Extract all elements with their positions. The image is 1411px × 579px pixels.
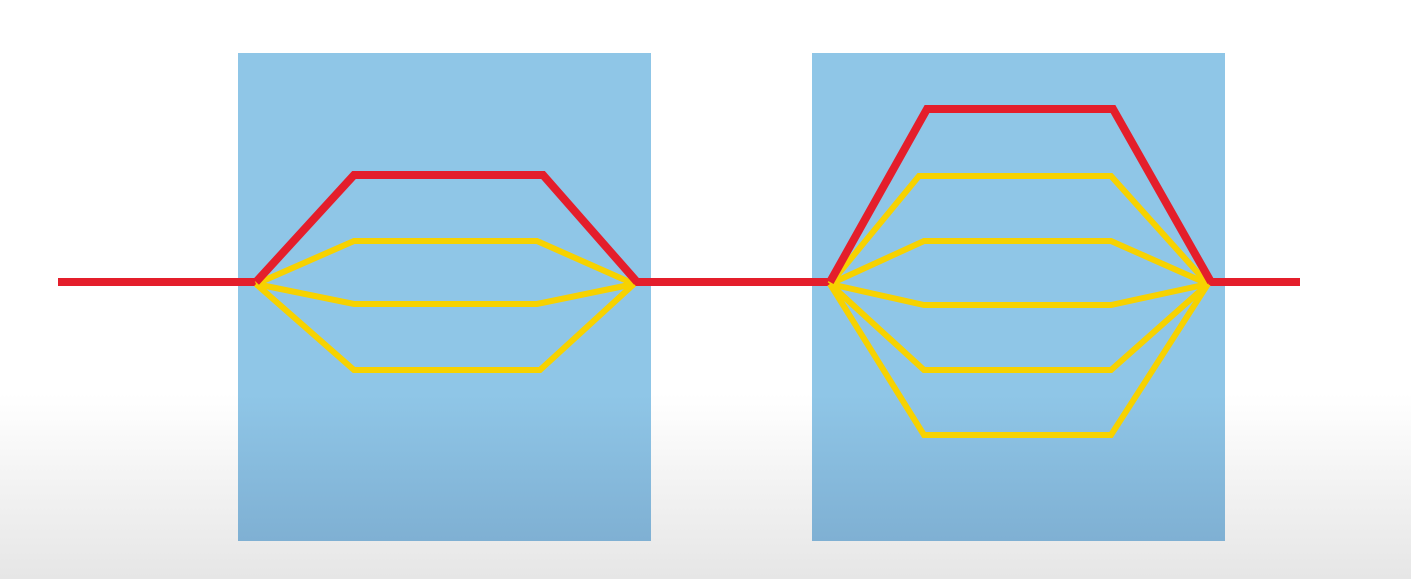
right-alt-path-3 [829, 281, 1209, 308]
left-alt-path-2 [255, 281, 635, 307]
right-alt-path-4 [827, 281, 1210, 373]
left-alt-path-3 [254, 281, 637, 373]
left-highlighted-path [253, 171, 641, 285]
left-panel [238, 53, 651, 541]
left-alt-path-1 [254, 238, 636, 287]
right-alt-path-1 [827, 173, 1211, 287]
right-alt-path-5 [827, 282, 1211, 438]
right-panel [812, 53, 1225, 541]
right-highlighted-path [826, 105, 1215, 284]
right-alt-path-2 [828, 238, 1210, 287]
